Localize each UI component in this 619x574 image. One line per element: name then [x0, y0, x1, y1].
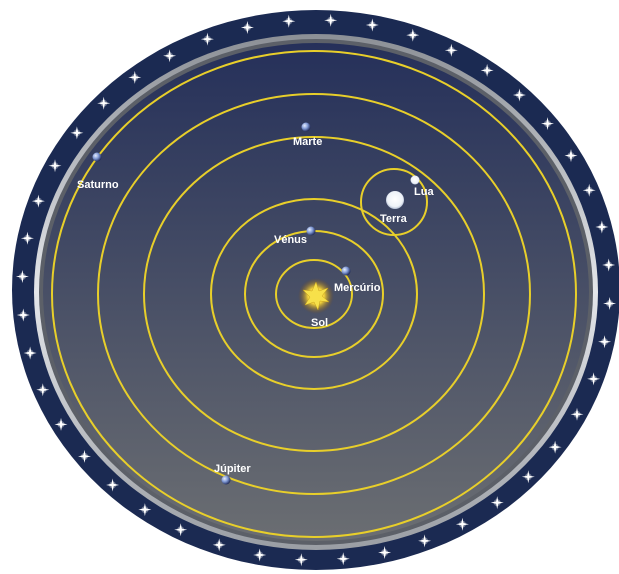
star-icon	[106, 478, 120, 492]
star-icon	[54, 417, 68, 431]
earth-planet-icon	[386, 191, 404, 209]
jupiter-label: Júpiter	[214, 463, 251, 475]
sun-label: Sol	[311, 317, 328, 329]
star-icon	[598, 335, 612, 349]
sun: Sol	[298, 278, 334, 329]
orbit-jupiter	[97, 93, 531, 495]
star-icon	[603, 297, 617, 310]
star-icon	[78, 449, 91, 463]
star-icon	[15, 270, 29, 283]
star-icon	[587, 372, 601, 386]
star-icon	[336, 552, 350, 566]
star-icon	[97, 96, 111, 110]
star-icon	[23, 346, 37, 360]
star-icon	[128, 70, 142, 84]
star-icon	[548, 440, 562, 454]
venus-label: Vénus	[274, 234, 307, 246]
orbit-mercury	[275, 259, 353, 329]
star-icon	[444, 43, 458, 57]
orbit-mars	[143, 136, 485, 452]
star-icon	[70, 126, 84, 140]
star-field	[15, 13, 617, 567]
star-icon	[174, 523, 188, 537]
star-icon	[31, 194, 45, 208]
mercury-label: Mercúrio	[334, 282, 381, 294]
star-icon	[253, 548, 267, 562]
earth: Terra	[380, 191, 408, 225]
star-icon	[48, 159, 62, 173]
saturn: Saturno	[77, 152, 119, 191]
mars-planet-icon	[301, 122, 311, 132]
star-icon	[365, 18, 379, 32]
mars: Marte	[293, 122, 322, 148]
star-icon	[480, 63, 494, 77]
star-icon	[36, 383, 50, 397]
sun-star-icon	[302, 281, 330, 311]
star-icon	[521, 470, 535, 484]
venus: Vénus	[274, 226, 316, 246]
star-icon	[378, 546, 392, 559]
star-icon	[418, 534, 432, 548]
mercury: Mercúrio	[334, 266, 381, 294]
orbit-rings	[51, 50, 577, 538]
mars-label: Marte	[293, 136, 322, 148]
star-icon	[455, 517, 469, 531]
orbit-earth	[210, 198, 418, 390]
star-icon	[602, 258, 616, 272]
venus-planet-icon	[306, 226, 316, 236]
star-icon	[282, 14, 296, 28]
saturn-label: Saturno	[77, 179, 119, 191]
star-icon	[595, 220, 609, 234]
star-icon	[564, 149, 578, 163]
star-icon	[570, 407, 584, 421]
moon-label: Lua	[414, 186, 434, 198]
star-icon	[163, 49, 177, 63]
jupiter-planet-icon	[221, 475, 231, 485]
star-icon	[324, 13, 338, 27]
moon-icon	[410, 175, 420, 185]
star-icon	[406, 28, 420, 42]
moon: Lua	[410, 175, 434, 198]
star-icon	[490, 496, 504, 510]
star-icon	[200, 32, 214, 46]
star-icon	[541, 117, 554, 131]
mercury-planet-icon	[341, 266, 351, 276]
star-icon	[512, 88, 526, 102]
star-icon	[240, 21, 254, 34]
earth-label: Terra	[380, 213, 408, 225]
jupiter: Júpiter	[214, 463, 251, 485]
saturn-planet-icon	[92, 152, 102, 162]
star-icon	[138, 503, 152, 517]
star-icon	[212, 538, 226, 552]
star-icon	[20, 231, 34, 245]
star-icon	[16, 308, 30, 322]
orbit-moon	[360, 168, 428, 236]
orbit-saturn	[51, 50, 577, 538]
star-icon	[582, 183, 596, 197]
star-icon	[294, 553, 308, 567]
